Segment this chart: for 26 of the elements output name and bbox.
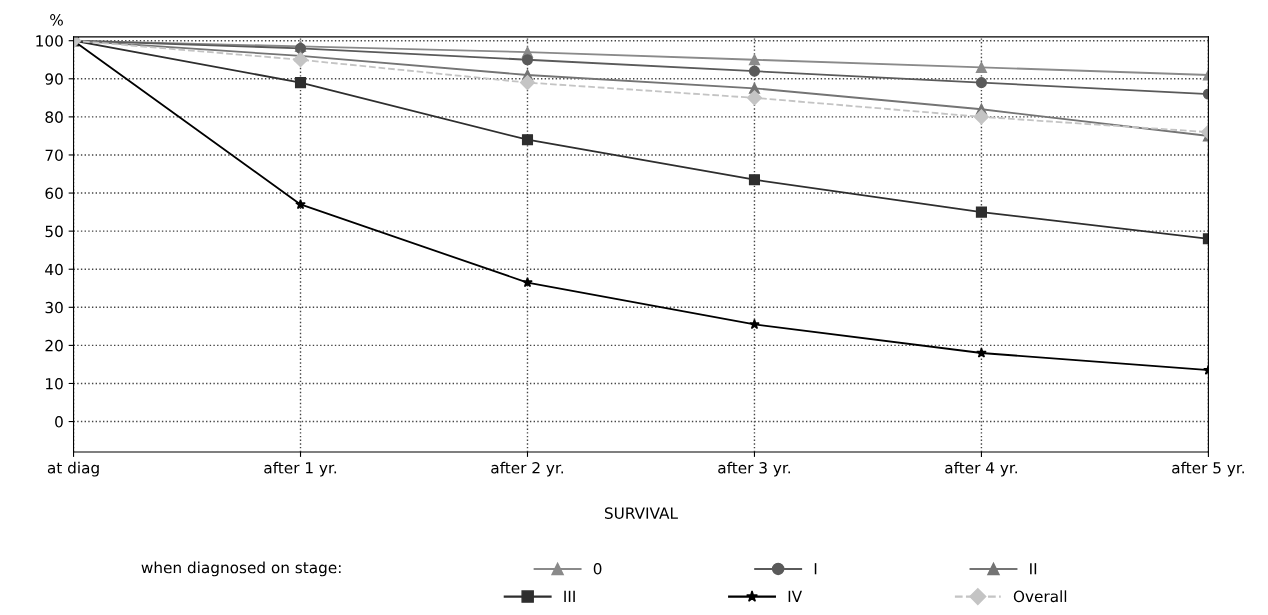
legend-label: IV — [788, 590, 802, 602]
y-tick-label: 40 — [45, 263, 63, 276]
legend-label: Overall — [1013, 590, 1067, 603]
legend-label: III — [564, 590, 575, 602]
y-tick-label: 80 — [45, 111, 63, 123]
y-tick-label: 90 — [45, 73, 63, 85]
legend-title: when diagnosed on stage: — [141, 561, 341, 577]
x-tick-label: at diag — [47, 461, 99, 477]
y-tick-label: 10 — [46, 377, 63, 390]
legend-label: II — [1030, 563, 1037, 575]
x-tick-label: after 4 yr. — [945, 461, 1017, 477]
y-tick-label: 100 — [36, 35, 63, 47]
x-axis-title: SURVIVAL — [604, 507, 678, 519]
x-tick-label: after 5 yr. — [1172, 461, 1244, 477]
x-tick-label: after 3 yr. — [718, 461, 790, 477]
y-tick-label: 20 — [45, 339, 63, 352]
y-tick-label: 70 — [45, 149, 63, 161]
x-tick-label: after 2 yr. — [491, 461, 564, 477]
y-axis-title: % — [50, 14, 63, 26]
legend-label: 0 — [593, 562, 602, 575]
y-tick-label: 30 — [45, 301, 63, 314]
x-tick-label: after 1 yr. — [264, 461, 337, 477]
y-tick-label: 0 — [55, 416, 63, 428]
y-tick-label: 50 — [45, 225, 63, 238]
y-tick-label: 60 — [45, 187, 63, 200]
legend-label: I — [814, 563, 817, 575]
